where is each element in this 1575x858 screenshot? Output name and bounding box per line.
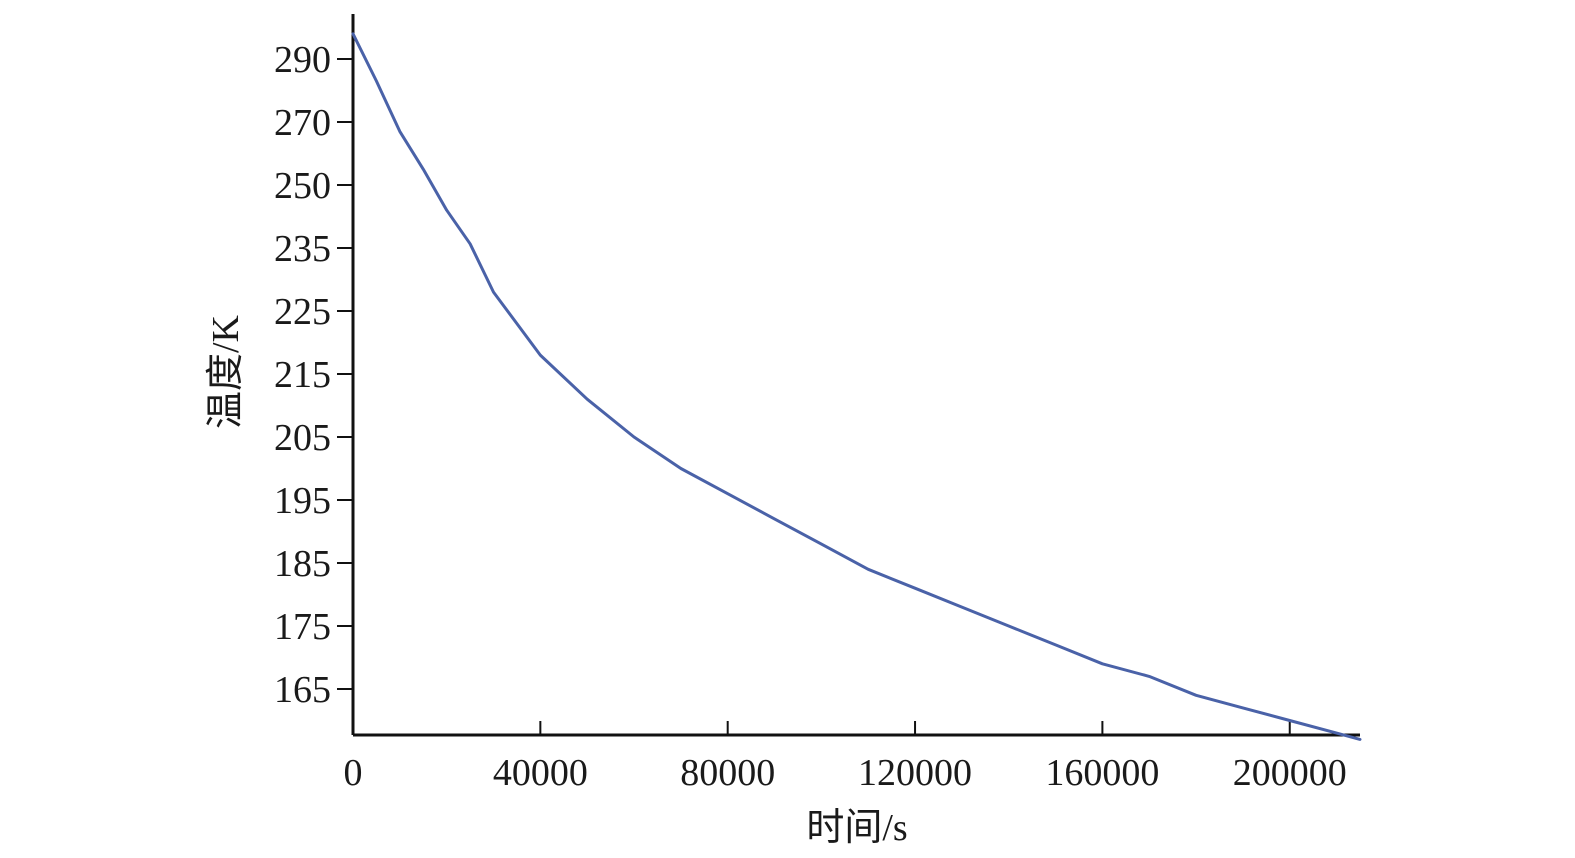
ticks: 165 175 185 195 205 215 225 235 250 270 290 0 40000 8… — [274, 39, 1347, 794]
x-axis-title: 时间/s — [806, 807, 907, 849]
y-tick-label: 195 — [274, 480, 331, 522]
x-tick-label: 160000 — [1045, 752, 1159, 794]
y-tick-label: 215 — [274, 354, 331, 396]
y-tick-label: 225 — [274, 291, 331, 333]
x-tick-label: 200000 — [1233, 752, 1347, 794]
y-tick-label: 235 — [274, 228, 331, 270]
x-tick-label: 120000 — [858, 752, 972, 794]
y-tick-label: 205 — [274, 417, 331, 459]
y-axis-title: 温度/K — [205, 314, 247, 429]
axes — [351, 14, 1360, 737]
y-tick-label: 270 — [274, 102, 331, 144]
y-tick-label: 175 — [274, 606, 331, 648]
x-tick-label: 0 — [344, 752, 363, 794]
y-tick-label: 185 — [274, 543, 331, 585]
x-tick-label: 80000 — [680, 752, 775, 794]
y-tick-label: 290 — [274, 39, 331, 81]
y-tick-label: 165 — [274, 669, 331, 711]
series-line — [351, 32, 1362, 741]
series-layer — [351, 32, 1362, 741]
x-tick-label: 40000 — [493, 752, 588, 794]
y-tick-label: 250 — [274, 165, 331, 207]
